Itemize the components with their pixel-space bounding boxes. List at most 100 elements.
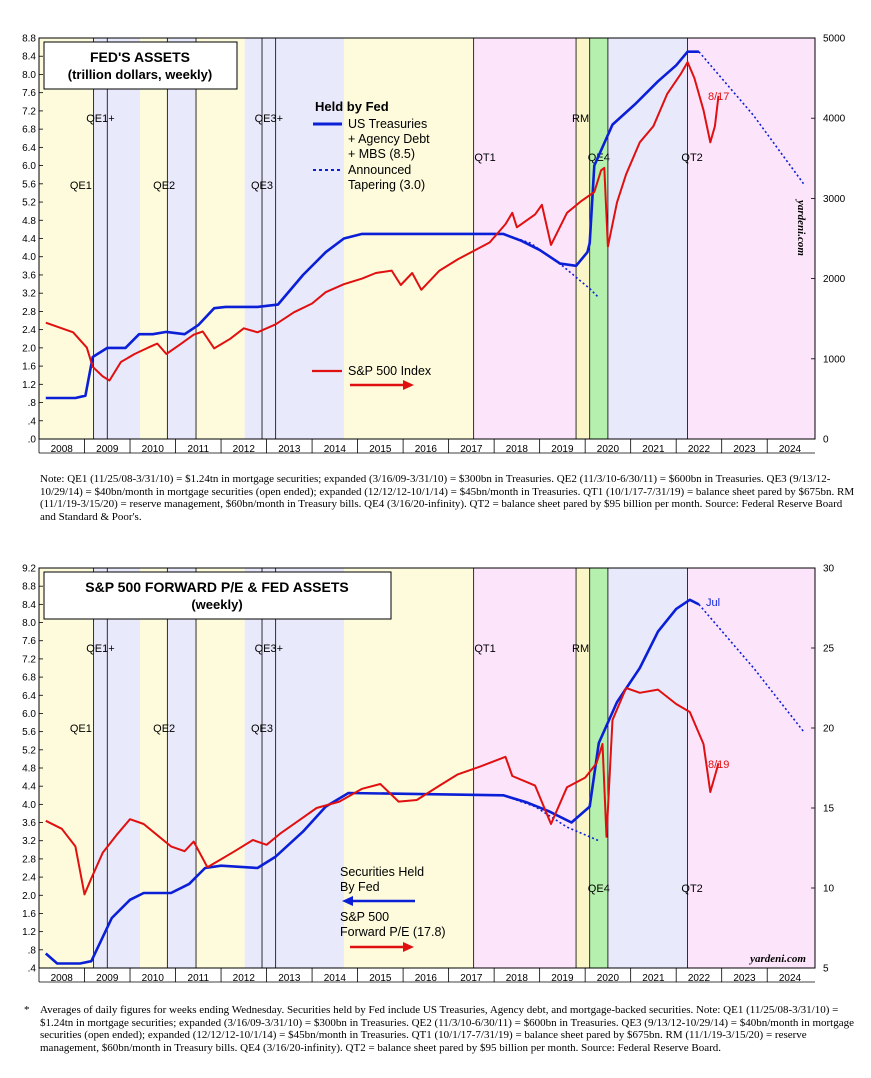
- left-tick-label: 2.8: [22, 307, 36, 318]
- left-tick-label: 4.8: [22, 216, 36, 227]
- legend-entry-announced: Announced: [348, 163, 411, 177]
- legend-head: Held by Fed: [315, 99, 389, 114]
- title-box: [43, 41, 238, 90]
- legend-arrow-head: [403, 380, 414, 390]
- x-tick-label: 2008: [51, 973, 74, 984]
- right-tick-label: 10: [823, 884, 835, 895]
- watermark: yardeni.com: [748, 953, 806, 965]
- period-band-9: [589, 38, 608, 439]
- left-tick-label: 8.0: [22, 618, 36, 629]
- left-tick-label: 5.2: [22, 745, 36, 756]
- series-line-0: [45, 50, 699, 400]
- left-tick-label: .0: [28, 435, 37, 446]
- band-label-qe3: QE3: [251, 180, 273, 192]
- x-tick-label: 2009: [96, 973, 119, 984]
- x-tick-label: 2014: [324, 444, 347, 455]
- band-label-rm: RM: [572, 643, 589, 655]
- period-band-3: [167, 568, 197, 968]
- right-tick-label: 30: [823, 564, 835, 575]
- band-label-qt1: QT1: [474, 643, 495, 655]
- legend-entry-treasuries: US Treasuries: [348, 117, 427, 131]
- legend-entry-mbs: + MBS (8.5): [348, 147, 415, 161]
- left-tick-label: .8: [28, 945, 37, 956]
- series-line-1: [502, 233, 600, 299]
- left-tick-label: 6.0: [22, 709, 36, 720]
- watermark: yardeni.com: [795, 198, 807, 256]
- x-tick-label: 2016: [415, 444, 438, 455]
- left-tick-label: .4: [28, 964, 37, 975]
- period-band-1: [93, 568, 141, 968]
- left-tick-label: 8.8: [22, 582, 36, 593]
- legend-entry-sp: S&P 500 Index: [348, 364, 432, 378]
- left-tick-label: .4: [28, 416, 37, 427]
- x-tick-label: 2017: [460, 444, 483, 455]
- band-label-rm: RM: [572, 113, 589, 125]
- period-band-11: [687, 568, 815, 968]
- right-tick-label: 5: [823, 964, 829, 975]
- band-label-qt2: QT2: [681, 883, 702, 895]
- left-tick-label: 6.0: [22, 161, 36, 172]
- x-tick-label: 2015: [369, 973, 392, 984]
- band-label-qe2: QE2: [153, 180, 175, 192]
- left-tick-label: 8.0: [22, 70, 36, 81]
- top-note: Note: QE1 (11/25/08-3/31/10) = $1.24tn i…: [40, 473, 855, 523]
- right-tick-label: 20: [823, 724, 835, 735]
- x-tick-label: 2017: [460, 973, 483, 984]
- x-tick-label: 2012: [233, 444, 256, 455]
- left-tick-label: 1.2: [22, 927, 36, 938]
- left-tick-label: 8.4: [22, 600, 36, 611]
- band-label-qe3-plus: QE3+: [255, 113, 283, 125]
- left-tick-label: 2.4: [22, 873, 36, 884]
- left-tick-label: 9.2: [22, 564, 36, 575]
- period-band-10: [607, 38, 688, 439]
- x-tick-label: 2021: [642, 444, 665, 455]
- chart-title: S&P 500 FORWARD P/E & FED ASSETS: [85, 579, 348, 595]
- x-tick-label: 2023: [733, 973, 756, 984]
- legend-arrow-fed-head: [342, 896, 353, 906]
- x-tick-label: 2020: [597, 973, 620, 984]
- x-tick-label: 2024: [779, 444, 802, 455]
- legend-entry-securities: Securities Held: [340, 865, 424, 879]
- band-label-qt2: QT2: [681, 152, 702, 164]
- left-tick-label: 5.6: [22, 179, 36, 190]
- left-tick-label: 1.6: [22, 909, 36, 920]
- left-tick-label: 6.4: [22, 691, 36, 702]
- x-tick-label: 2009: [96, 444, 119, 455]
- x-tick-label: 2013: [278, 973, 301, 984]
- left-tick-label: 1.6: [22, 362, 36, 373]
- bottom-note: Averages of daily figures for weeks endi…: [40, 1004, 854, 1054]
- band-label-qe1: QE1: [70, 180, 92, 192]
- period-band-6: [343, 568, 474, 968]
- end-label-fed: Jul: [706, 597, 720, 609]
- left-tick-label: 7.6: [22, 88, 36, 99]
- right-tick-label: 4000: [823, 114, 846, 125]
- x-tick-label: 2011: [188, 444, 210, 455]
- left-tick-label: 2.4: [22, 325, 36, 336]
- legend-entry-tapering: Tapering (3.0): [348, 178, 425, 192]
- period-band-11: [687, 38, 815, 439]
- bottom-note-star: *: [24, 1004, 30, 1016]
- end-label: 8/17: [708, 91, 729, 103]
- right-tick-label: 25: [823, 644, 835, 655]
- left-tick-label: 4.8: [22, 764, 36, 775]
- left-tick-label: .8: [28, 398, 37, 409]
- right-tick-label: 2000: [823, 274, 846, 285]
- period-band-7: [473, 568, 577, 968]
- right-tick-label: 3000: [823, 194, 846, 205]
- left-tick-label: 4.4: [22, 234, 36, 245]
- left-tick-label: 5.6: [22, 727, 36, 738]
- left-tick-label: 7.6: [22, 636, 36, 647]
- x-tick-label: 2022: [688, 973, 711, 984]
- period-band-1: [93, 38, 141, 439]
- x-tick-label: 2022: [688, 444, 711, 455]
- x-tick-label: 2018: [506, 973, 529, 984]
- band-label-qe1-plus: QE1+: [86, 113, 114, 125]
- x-tick-label: 2023: [733, 444, 756, 455]
- series-line-2: [698, 51, 805, 185]
- chart-title: FED'S ASSETS: [90, 49, 190, 65]
- period-band-7: [473, 38, 577, 439]
- legend-entry-sp500: S&P 500: [340, 910, 389, 924]
- left-tick-label: 2.0: [22, 891, 36, 902]
- left-tick-label: 7.2: [22, 654, 36, 665]
